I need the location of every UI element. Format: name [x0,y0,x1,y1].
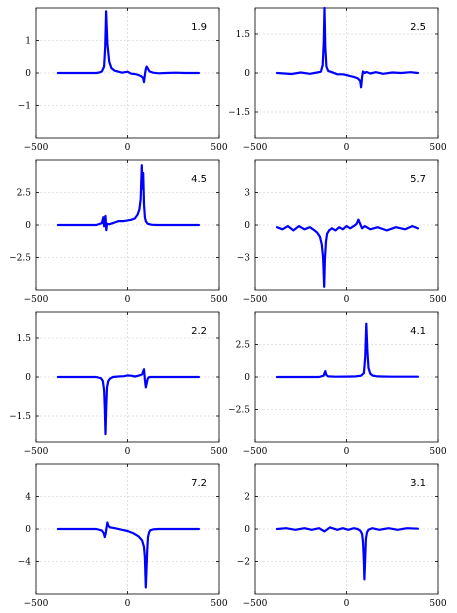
x-tick-label: −500 [24,599,49,609]
subplot-annotation: 2.5 [410,22,426,33]
series-line [275,322,419,379]
series-line [56,164,200,232]
y-tick-label: 1.5 [236,30,251,40]
y-tick-label: 4 [25,493,31,503]
y-tick-label: −2.5 [228,406,250,416]
x-tick-label: 500 [429,447,446,457]
x-tick-label: 500 [210,295,227,305]
y-tick-label: 0 [25,69,31,79]
y-tick-label: 1 [25,37,31,47]
subplot-2: −500 0 500 1.5 0 −1.5 2.5 [228,6,447,153]
x-tick-label: 500 [429,295,446,305]
x-tick-label: 0 [125,599,131,609]
subplot-annotation: 7.2 [191,478,207,489]
y-tick-label: −2 [237,558,250,568]
subplot-annotation: 3.1 [410,478,426,489]
x-tick-label: 500 [210,599,227,609]
x-tick-label: 500 [210,447,227,457]
subplot-8: −500 0 500 2 0 −2 3.1 [237,463,447,609]
x-tick-label: 0 [344,143,350,153]
series-line [56,10,200,84]
y-tick-label: 2.5 [236,341,251,351]
y-tick-label: 0 [244,221,250,231]
x-tick-label: 500 [429,143,446,153]
x-tick-label: 0 [344,447,350,457]
x-tick-label: 0 [125,295,131,305]
y-tick-label: −1 [18,102,31,112]
x-tick-label: 500 [429,599,446,609]
subplot-annotation: 4.1 [410,326,426,337]
x-tick-label: −500 [243,447,268,457]
y-tick-label: −4 [18,558,32,568]
x-tick-label: −500 [243,295,268,305]
y-tick-label: −1.5 [9,412,31,422]
y-tick-label: 0 [25,373,31,383]
x-tick-label: −500 [243,143,268,153]
y-tick-label: 2 [244,493,250,503]
subplot-annotation: 1.9 [191,22,207,33]
y-tick-label: 0 [25,221,31,231]
y-tick-label: 3 [244,189,250,199]
subplot-7: −500 0 500 4 0 −4 7.2 [18,463,228,609]
x-tick-label: −500 [24,295,49,305]
series-line [275,218,419,288]
subplot-1: −500 0 500 1 0 −1 1.9 [18,7,228,153]
subplot-annotation: 4.5 [191,174,207,185]
x-tick-label: 0 [125,143,131,153]
x-tick-label: −500 [24,143,49,153]
series-line [275,6,419,89]
x-tick-label: −500 [24,447,49,457]
x-tick-label: −500 [243,599,268,609]
x-tick-label: 0 [344,295,350,305]
y-tick-label: 2.5 [17,189,32,199]
x-tick-label: 0 [125,447,131,457]
subplot-5: −500 0 500 1.5 0 −1.5 2.2 [9,311,228,457]
subplot-3: −500 0 500 2.5 0 −2.5 4.5 [9,159,228,305]
y-tick-label: 0 [244,525,250,535]
series-line [56,521,200,589]
y-tick-label: −3 [237,254,251,264]
y-tick-label: 0 [25,525,31,535]
x-tick-label: 500 [210,143,227,153]
subplot-4: −500 0 500 3 0 −3 5.7 [237,159,447,305]
subplot-annotation: 2.2 [191,326,207,337]
y-tick-label: 0 [244,373,250,383]
y-tick-label: 0 [244,69,250,79]
y-tick-label: 1.5 [17,334,32,344]
x-tick-label: 0 [344,599,350,609]
y-tick-label: −1.5 [228,108,250,118]
subplot-annotation: 5.7 [410,174,426,185]
subplot-6: −500 0 500 2.5 0 −2.5 4.1 [228,311,447,457]
y-tick-label: −2.5 [9,254,31,264]
series-line [56,368,200,436]
series-line [275,526,419,581]
